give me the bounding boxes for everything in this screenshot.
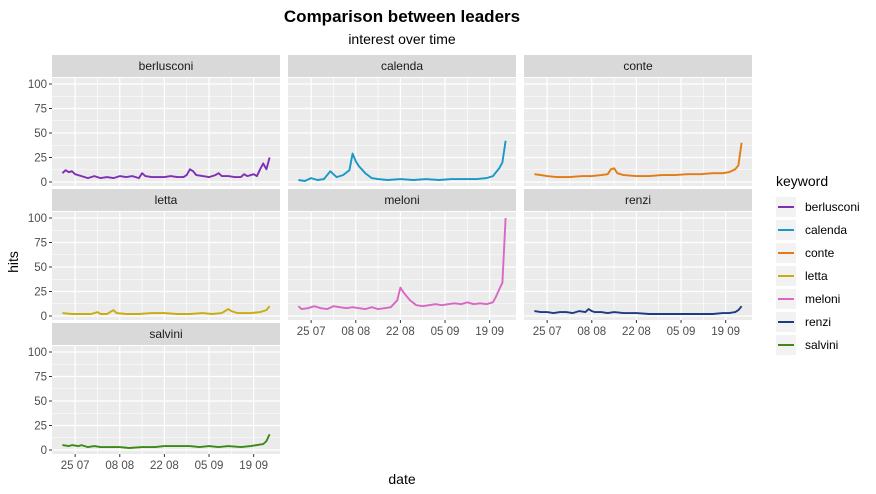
facet-strip [288,189,516,211]
y-tick-label: 75 [34,238,47,250]
facet-strip-label: renzi [625,193,651,207]
y-tick-label: 50 [34,396,47,408]
series-line-letta [62,305,271,315]
facet-strip-label: meloni [384,193,419,207]
series-line-berlusconi [61,157,271,180]
legend-label: salvini [805,338,838,352]
series-line-salvini [62,433,271,449]
x-tick-label: 25 07 [297,326,326,338]
facet-strip [52,55,280,77]
x-tick-label: 25 07 [533,326,562,338]
x-tick-label: 08 08 [577,326,606,338]
facet-conte: conte [524,55,752,186]
series-line-conte [534,142,743,179]
x-tick-label: 25 07 [61,460,90,472]
legend-item-meloni: meloni [776,289,840,309]
facet-strip-label: calenda [381,59,423,73]
y-tick-label: 100 [28,213,47,225]
x-tick-label: 19 09 [711,326,740,338]
chart-title: Comparison between leaders [284,7,520,26]
y-tick-label: 25 [34,421,47,433]
x-tick-label: 22 08 [622,326,651,338]
x-tick-label: 08 08 [105,460,134,472]
facet-strip-label: berlusconi [139,59,194,73]
legend-item-salvini: salvini [776,335,838,355]
facet-calenda: calenda [288,55,516,186]
legend-label: meloni [805,292,840,306]
x-tick-label: 08 08 [341,326,370,338]
facet-strip [524,189,752,211]
series-line-renzi [534,305,743,315]
x-tick-label: 22 08 [386,326,415,338]
y-tick-label: 0 [41,445,47,457]
legend-label: calenda [805,223,847,237]
y-tick-label: 25 [34,287,47,299]
facet-renzi: renzi 25 07 08 08 22 08 05 09 19 09 [524,189,752,338]
y-tick-label: 0 [41,177,47,189]
x-tick-label: 05 09 [431,326,460,338]
series-line-calenda [298,140,507,182]
legend-label: renzi [805,315,831,329]
facet-strip [288,55,516,77]
x-tick-label: 22 08 [150,460,179,472]
y-tick-label: 75 [34,104,47,116]
x-tick-label: 19 09 [239,460,268,472]
facet-strip-label: letta [155,193,178,207]
facet-strip-label: salvini [149,327,182,341]
x-axis-title: date [388,471,415,487]
legend-title: keyword [776,173,828,189]
y-axis-title: hits [5,251,21,273]
facet-strip [524,55,752,77]
legend-label: letta [805,269,828,283]
legend-item-calenda: calenda [776,220,847,240]
chart-subtitle: interest over time [348,31,456,47]
x-tick-label: 05 09 [667,326,696,338]
legend-item-conte: conte [776,243,835,263]
facet-letta: letta 0 25 50 75 100 [28,189,280,323]
y-tick-label: 0 [41,311,47,323]
y-tick-label: 100 [28,347,47,359]
y-tick-label: 50 [34,262,47,274]
facet-meloni: meloni 25 07 08 08 22 08 05 09 19 09 [288,189,516,338]
facet-strip-label: conte [623,59,653,73]
y-tick-label: 75 [34,372,47,384]
legend-item-renzi: renzi [776,312,831,332]
series-line-meloni [297,217,507,311]
facet-berlusconi: berlusconi 0 25 50 75 100 [28,55,280,189]
facet-salvini: salvini 0 25 50 75 100 25 07 08 08 22 08 05 09 19 … [28,323,280,472]
y-tick-label: 25 [34,153,47,165]
x-tick-label: 19 09 [475,326,504,338]
facet-strip [52,189,280,211]
legend: keyword berlusconi calenda conte letta melon… [776,173,860,355]
y-tick-label: 50 [34,128,47,140]
legend-item-berlusconi: berlusconi [776,197,860,217]
legend-item-letta: letta [776,266,828,286]
legend-label: berlusconi [805,200,860,214]
x-tick-label: 05 09 [195,460,224,472]
legend-label: conte [805,246,835,260]
facet-strip [52,323,280,345]
y-tick-label: 100 [28,79,47,91]
facet-panels: berlusconi 0 25 50 75 100 calenda conte letta 0 25… [28,55,752,472]
